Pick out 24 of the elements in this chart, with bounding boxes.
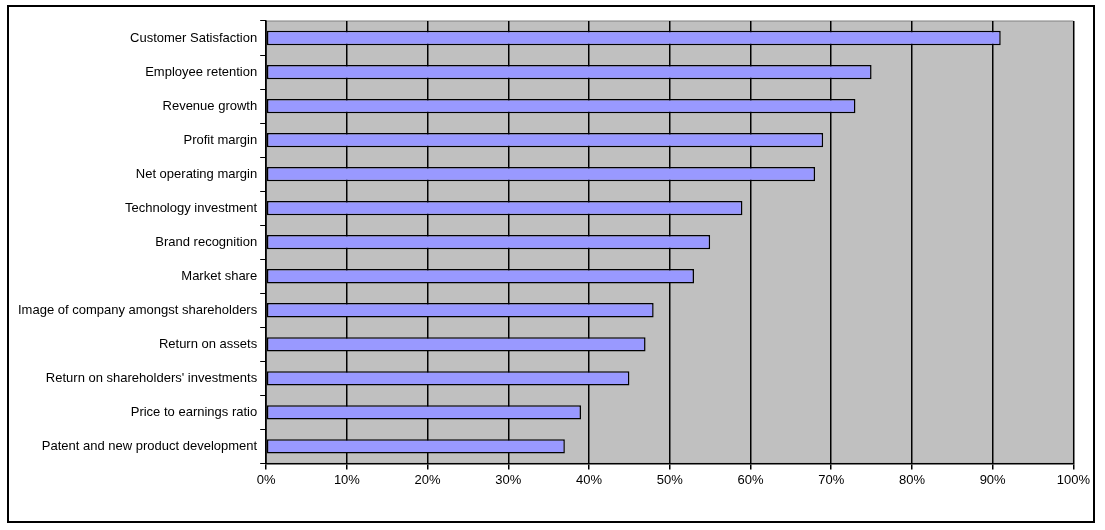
x-tick-label: 60% <box>737 471 764 487</box>
y-tick-label: Market share <box>181 267 258 283</box>
y-tick-label: Employee retention <box>145 63 258 79</box>
y-tick-label: Technology investment <box>124 199 258 215</box>
x-tick-label: 100% <box>1056 471 1091 487</box>
y-tick-label: Revenue growth <box>162 97 258 113</box>
x-tick-label: 80% <box>898 471 926 487</box>
y-tick-label: Return on shareholders' investments <box>45 369 258 385</box>
x-tick-label: 70% <box>818 471 845 487</box>
x-tick-label: 0% <box>256 471 277 487</box>
y-tick-label: Return on assets <box>158 335 258 351</box>
y-tick-label: Net operating margin <box>135 165 258 181</box>
x-tick-label: 20% <box>414 471 442 487</box>
y-tick-label: Customer Satisfaction <box>130 29 258 45</box>
y-tick-label: Brand recognition <box>155 233 258 249</box>
y-tick-label: Image of company amongst shareholders <box>18 301 258 317</box>
x-tick-label: 40% <box>576 471 603 487</box>
y-tick-label: Profit margin <box>183 131 258 147</box>
y-tick-label: Patent and new product development <box>41 437 258 453</box>
x-tick-label: 10% <box>333 471 361 487</box>
x-tick-label: 30% <box>495 471 522 487</box>
x-tick-label: 90% <box>979 471 1007 487</box>
y-tick-label: Price to earnings ratio <box>130 403 258 419</box>
x-tick-label: 50% <box>656 471 684 487</box>
